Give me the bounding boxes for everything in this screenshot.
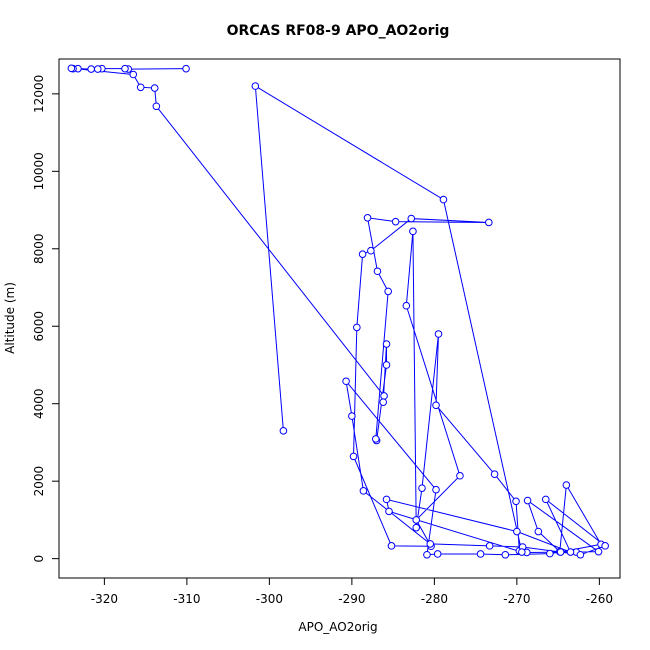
data-point [432, 401, 440, 410]
data-point [423, 550, 431, 559]
data-point [349, 452, 358, 461]
data-point [391, 217, 400, 226]
data-point [382, 340, 391, 348]
x-tick-label: -260 [586, 592, 613, 606]
series-line [71, 67, 607, 556]
series-layer [67, 64, 609, 559]
data-point [251, 82, 260, 90]
data-point [513, 527, 521, 536]
data-point [490, 470, 499, 479]
data-point [93, 65, 102, 73]
y-axis: 0 2000 4000 6000 8000 10000 12000 [32, 75, 60, 563]
data-point [562, 481, 571, 489]
y-tick-label: 4000 [32, 388, 46, 419]
data-point [385, 507, 393, 516]
data-point [407, 214, 416, 223]
data-point [373, 267, 382, 276]
data-point [412, 523, 421, 532]
data-point [409, 227, 417, 236]
x-axis: -320 -310 -300 -290 -280 -270 -260 [91, 577, 613, 606]
data-point [353, 323, 361, 332]
data-point [372, 435, 380, 443]
data-point [523, 496, 532, 505]
data-point [433, 550, 442, 558]
data-point [412, 516, 421, 524]
data-point [152, 102, 161, 111]
data-point [359, 487, 368, 495]
y-tick-label: 6000 [32, 311, 46, 342]
x-tick-label: -290 [338, 592, 365, 606]
data-point [384, 287, 392, 296]
data-point [363, 213, 372, 222]
x-tick-label: -270 [503, 592, 530, 606]
data-point [426, 540, 435, 548]
data-point [379, 398, 388, 406]
data-point [182, 64, 190, 73]
y-tick-label: 0 [32, 555, 46, 563]
data-point [402, 301, 411, 310]
y-tick-label: 12000 [32, 75, 46, 113]
data-point [358, 250, 367, 259]
data-point [382, 495, 391, 504]
data-point [432, 485, 440, 494]
y-tick-label: 8000 [32, 234, 46, 265]
y-tick-label: 10000 [32, 152, 46, 190]
data-point [380, 392, 388, 400]
data-point [518, 548, 526, 556]
x-tick-label: -300 [256, 592, 283, 606]
data-point [87, 65, 95, 73]
data-point [439, 195, 448, 204]
data-point [594, 547, 603, 556]
data-point [485, 542, 494, 550]
y-tick-label: 2000 [32, 466, 46, 497]
data-point [512, 497, 520, 506]
data-point [501, 550, 510, 559]
y-axis-label: Altitude (m) [3, 282, 17, 354]
data-point [601, 542, 609, 550]
data-point [121, 64, 129, 73]
data-point [576, 550, 585, 559]
x-axis-label: APO_AO2orig [298, 620, 377, 634]
data-point [566, 548, 575, 556]
data-point [418, 484, 426, 492]
data-point [348, 412, 356, 420]
data-point [382, 361, 391, 369]
data-point [534, 527, 543, 536]
data-point [476, 550, 485, 558]
x-tick-label: -320 [91, 592, 118, 606]
data-point [367, 246, 375, 255]
data-point [485, 218, 493, 227]
x-tick-label: -310 [173, 592, 200, 606]
chart-title: ORCAS RF08-9 APO_AO2orig [227, 23, 450, 39]
data-point [541, 495, 550, 504]
x-tick-label: -280 [421, 592, 448, 606]
data-point [434, 330, 443, 338]
data-point [279, 427, 288, 435]
data-point [556, 548, 565, 556]
data-point [150, 84, 159, 92]
data-point [342, 377, 350, 386]
data-point [387, 542, 396, 550]
data-point [67, 64, 76, 73]
data-point [129, 70, 138, 79]
data-point [546, 549, 554, 558]
data-point [456, 471, 464, 480]
data-point [136, 83, 145, 92]
